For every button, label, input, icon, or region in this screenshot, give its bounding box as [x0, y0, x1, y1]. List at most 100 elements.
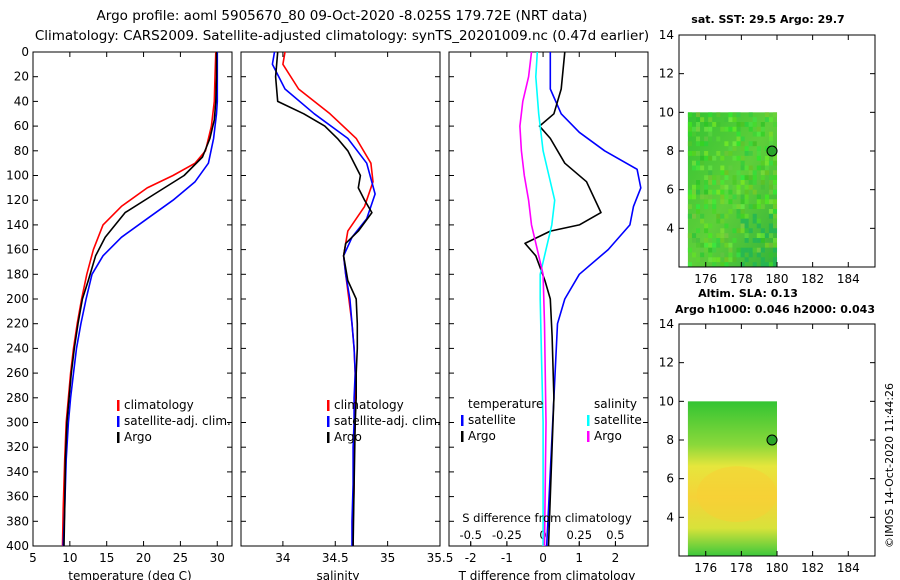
sst-pixel — [716, 175, 721, 181]
sst-pixel — [773, 218, 778, 224]
legend-t-satellite-marker — [461, 415, 464, 426]
sst-pixel — [752, 141, 757, 147]
sst-pixel — [687, 204, 692, 210]
sst-pixel — [773, 257, 778, 263]
sst-pixel — [704, 180, 709, 185]
sst-pixel — [736, 209, 741, 214]
sst-pixel — [692, 238, 697, 243]
sst-pixel — [773, 238, 778, 243]
sst-pixel — [756, 199, 761, 205]
sst-pixel — [728, 126, 733, 132]
sst-pixel — [687, 126, 692, 132]
sst-pixel — [724, 117, 729, 123]
sst-pixel — [687, 122, 692, 127]
sst-pixel — [696, 151, 701, 156]
map-x-tick-label: 184 — [837, 272, 860, 286]
x-tick-label: 15 — [99, 551, 114, 565]
sst-pixel — [740, 194, 745, 200]
sst-pixel — [773, 223, 778, 229]
sst-pixel — [728, 117, 733, 123]
sst-pixel — [756, 126, 761, 132]
sst-pixel — [700, 257, 705, 263]
sst-pixel — [700, 194, 705, 200]
sst-pixel — [768, 262, 773, 268]
sst-map-axes: 176 178 180 182 184 4 6 8 10 12 14 — [659, 28, 876, 286]
sst-pixel — [696, 122, 701, 127]
sst-pixel — [773, 122, 778, 127]
sst-pixel — [764, 112, 769, 118]
sst-pixel — [704, 155, 709, 161]
sla-map-title-line-1: Altim. SLA: 0.13 — [698, 287, 798, 300]
sst-pixel — [760, 247, 765, 253]
sst-pixel — [748, 175, 753, 181]
sst-pixel — [704, 242, 709, 248]
map-y-tick-label: 14 — [659, 28, 674, 42]
sst-pixel — [736, 189, 741, 195]
sst-pixel — [744, 165, 749, 171]
sst-pixel — [773, 199, 778, 205]
sst-pixel — [732, 257, 737, 263]
sst-pixel — [773, 184, 778, 190]
sst-pixel — [744, 233, 749, 239]
sst-pixel — [724, 199, 729, 205]
sst-pixel — [696, 112, 701, 118]
sst-pixel — [744, 194, 749, 200]
temperature-xlabel: temperature (deg C) — [68, 569, 191, 580]
sst-pixel — [712, 155, 717, 161]
sst-pixel — [744, 228, 749, 234]
legend-s-satellite-label: satellite — [594, 413, 642, 427]
series-line-s-argo — [519, 51, 547, 547]
sla-map-panel: Altim. SLA: 0.13 Argo h1000: 0.046 h2000… — [659, 287, 876, 575]
sst-pixel — [696, 160, 701, 166]
sst-pixel — [708, 180, 713, 185]
sla-heatmap-image — [687, 401, 778, 556]
sst-pixel — [724, 223, 729, 229]
sla-map-axes: 176 178 180 182 184 4 6 8 10 12 14 — [659, 317, 876, 575]
sst-pixel — [716, 233, 721, 239]
x-tick-label: 34 — [275, 551, 290, 565]
legend-t-satellite-label: satellite — [468, 413, 516, 427]
y-tick-label: 340 — [6, 465, 29, 479]
sst-pixel — [708, 155, 713, 161]
header-line-1: Argo profile: aoml 5905670_80 09-Oct-202… — [97, 8, 588, 24]
sst-pixel — [692, 252, 697, 258]
sst-pixel — [708, 257, 713, 263]
sst-pixel — [712, 189, 717, 195]
sst-pixel — [720, 189, 725, 195]
sst-pixel — [744, 223, 749, 229]
sst-pixel — [744, 151, 749, 156]
sst-pixel — [768, 223, 773, 229]
plot-frame — [32, 51, 233, 547]
sst-pixel — [773, 155, 778, 161]
sst-pixel — [732, 117, 737, 123]
sst-pixel — [764, 242, 769, 248]
temperature-panel: 5 10 15 20 25 3002040608010012014016018020022… — [6, 45, 233, 580]
sst-pixel — [740, 199, 745, 205]
sst-pixel — [720, 228, 725, 234]
x-tick-label: 34.5 — [322, 551, 349, 565]
sst-pixel — [768, 252, 773, 258]
sst-pixel — [748, 165, 753, 171]
sst-pixel — [768, 242, 773, 248]
sst-pixel — [712, 209, 717, 214]
map-y-tick-label: 10 — [659, 105, 674, 119]
legend-argo-label: Argo — [124, 430, 152, 444]
sst-pixel — [724, 262, 729, 268]
sst-pixel — [768, 160, 773, 166]
sst-pixel — [712, 262, 717, 268]
sst-pixel — [716, 151, 721, 156]
sst-pixel — [687, 189, 692, 195]
sst-pixel — [760, 160, 765, 166]
legend-argo-label: Argo — [334, 430, 362, 444]
sst-pixel — [773, 242, 778, 248]
sst-pixel — [692, 131, 697, 137]
x-tick-label: 35.5 — [427, 551, 454, 565]
x-tick-label: 1 — [575, 551, 583, 565]
sst-pixel — [708, 117, 713, 123]
sst-pixel — [756, 238, 761, 243]
legend-t-argo-label: Argo — [468, 429, 496, 443]
sst-pixel — [712, 180, 717, 185]
map-x-tick-label: 180 — [766, 272, 789, 286]
sst-pixel — [744, 213, 749, 219]
sst-pixel — [756, 165, 761, 171]
